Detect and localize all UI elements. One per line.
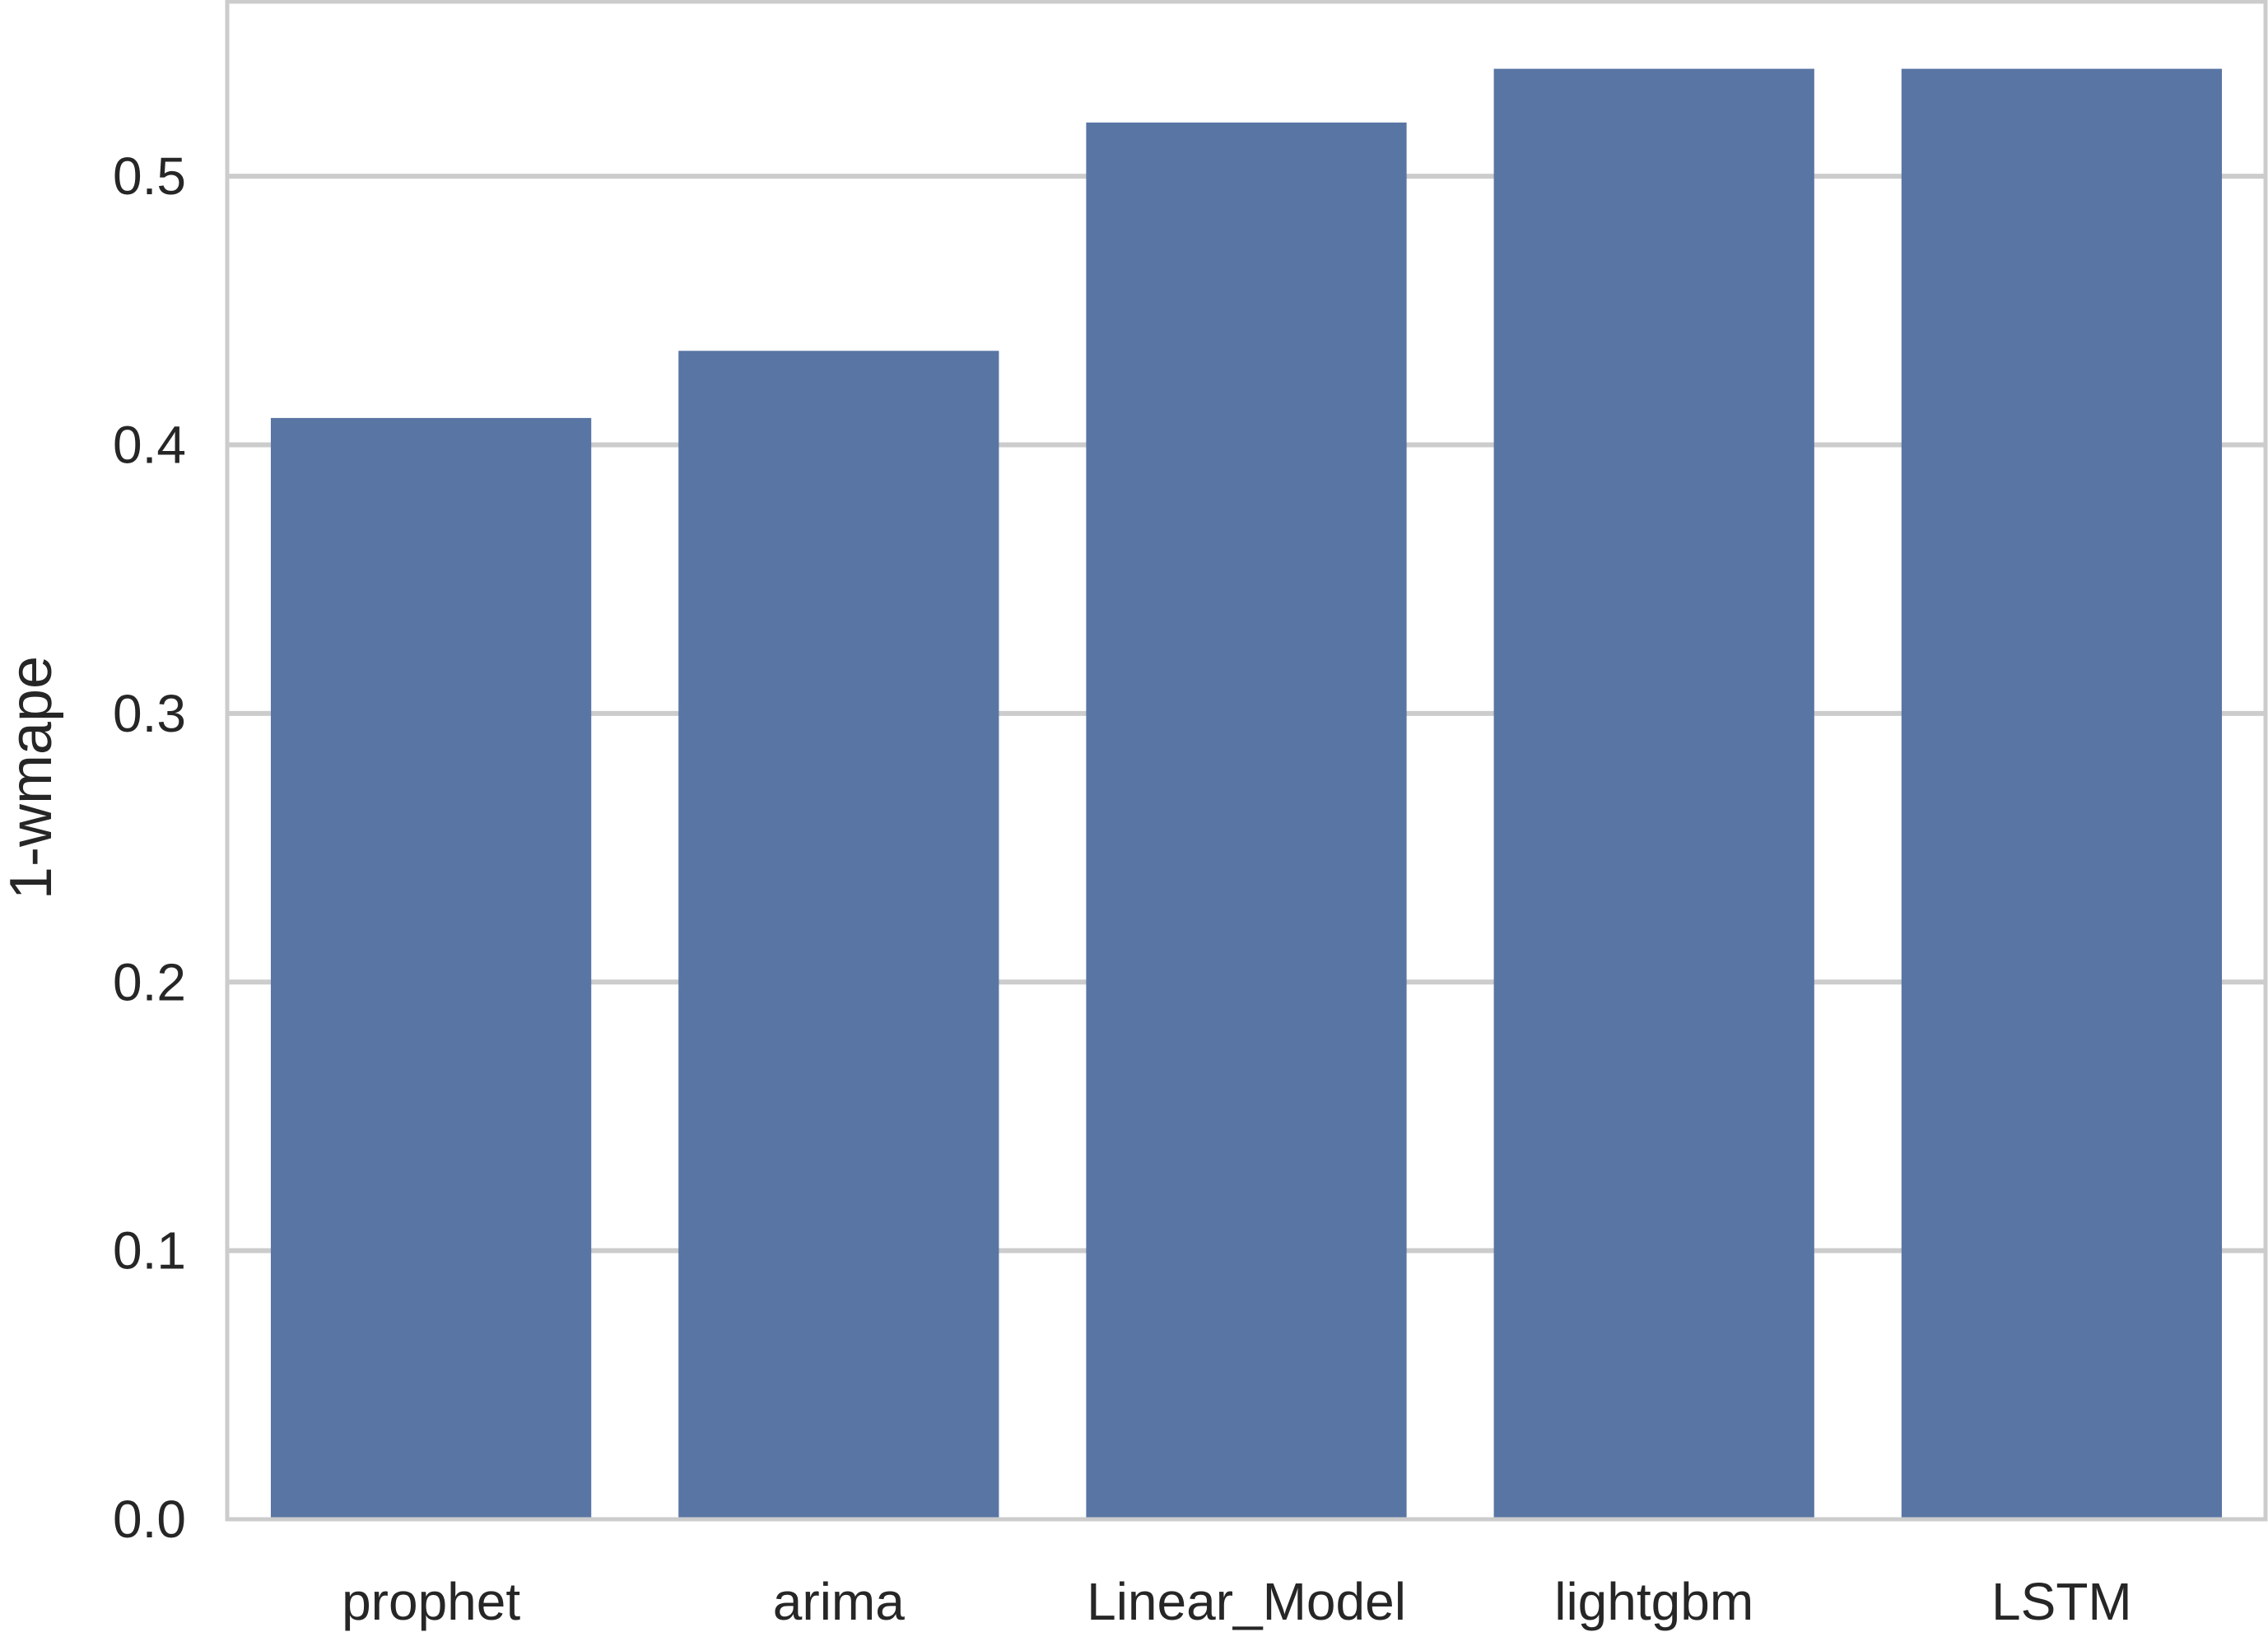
x-tick-label: arima	[773, 1572, 905, 1631]
bar-prophet	[270, 417, 592, 1519]
x-tick-label: prophet	[342, 1572, 520, 1631]
bar-lstm	[1901, 68, 2223, 1520]
x-tick-label: lightgbm	[1554, 1572, 1753, 1631]
y-tick-label: 0.3	[113, 684, 186, 743]
y-tick-label: 0.1	[113, 1221, 186, 1281]
axes-frame	[225, 0, 2268, 1522]
axes-spine	[225, 0, 2268, 1522]
bar-lightgbm	[1493, 68, 1814, 1520]
bars	[270, 68, 2223, 1520]
y-tick-label: 0.5	[113, 146, 186, 206]
bar-arima	[678, 351, 999, 1519]
bar-linear-model	[1086, 122, 1407, 1519]
x-tick-labels: prophet arima Linear_Model lightgbm LSTM	[342, 1572, 2132, 1631]
x-tick-label: LSTM	[1991, 1572, 2132, 1631]
x-tick-label: Linear_Model	[1087, 1572, 1406, 1631]
y-tick-label: 0.0	[113, 1490, 186, 1549]
y-tick-labels: 0.0 0.1 0.2 0.3 0.4 0.5	[113, 146, 186, 1549]
y-tick-label: 0.2	[113, 952, 186, 1011]
y-axis-label: 1-wmape	[0, 656, 64, 900]
y-tick-label: 0.4	[113, 416, 186, 475]
